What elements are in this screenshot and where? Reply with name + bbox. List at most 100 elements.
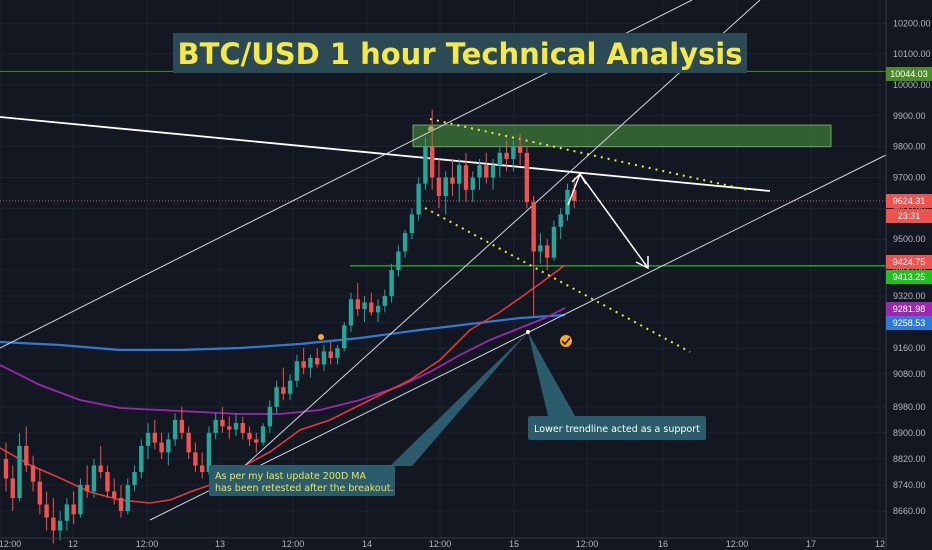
candle-body [30, 465, 36, 482]
candle-body [348, 299, 354, 326]
candle-body [139, 445, 144, 472]
candle-body [206, 432, 212, 472]
check-icon [561, 337, 571, 346]
candle-body [497, 152, 503, 166]
check-marker-icon [560, 335, 572, 347]
price-tick-label: 10000.00 [893, 80, 931, 90]
time-tick-label: 12 [68, 539, 78, 549]
resistance-zone [412, 124, 832, 148]
candle-body [71, 504, 76, 515]
candle-body [3, 458, 9, 479]
time-tick-label: 13 [215, 539, 225, 549]
candle-body [51, 517, 56, 531]
candle-body [409, 214, 415, 233]
candle-body [423, 146, 428, 184]
candle-body [477, 165, 482, 178]
candle-body [558, 214, 563, 227]
price-badge-label: 9413.25 [893, 272, 926, 282]
time-tick-label: 15 [509, 539, 519, 549]
candle-body [281, 387, 286, 394]
price-axis: 10300.0010200.0010100.0010000.009900.009… [885, 0, 932, 550]
time-tick-label: 12:00 [282, 539, 305, 549]
candle-body [159, 442, 164, 453]
inner-channel-line [239, 0, 761, 471]
price-tick-label: 9160.00 [893, 343, 926, 353]
candle-body [287, 380, 293, 394]
candle-body [37, 481, 43, 505]
price-tick-label: 9320.00 [893, 291, 926, 301]
candle-body [511, 146, 516, 159]
candle-body [457, 165, 462, 184]
candle-body [10, 478, 15, 498]
price-badge [886, 67, 932, 81]
time-tick-label: 17 [806, 539, 816, 549]
price-badge-label: 9624.31 [893, 196, 926, 206]
candle-body [470, 177, 475, 190]
time-tick-label: 12:00 [136, 539, 159, 549]
candle-body [517, 146, 523, 153]
candle-body [572, 189, 577, 201]
trendlines [0, 0, 887, 521]
annotations [318, 126, 649, 466]
candle-body [179, 419, 185, 433]
candle-body [57, 520, 63, 531]
red-ma-line [0, 264, 566, 504]
candle-body [321, 351, 327, 365]
candle-body [233, 423, 239, 430]
price-badge-label: 9281.98 [893, 304, 926, 314]
candle-body [436, 177, 442, 196]
candle-body [565, 189, 570, 215]
candle-body [375, 305, 381, 313]
price-badge [886, 302, 932, 316]
time-tick-label: 12:00 [429, 539, 452, 549]
candle-body [193, 452, 198, 466]
candle-body [166, 439, 171, 453]
time-tick-label: 14 [362, 539, 372, 549]
price-tick-label: 9700.00 [893, 172, 926, 182]
price-badge [886, 194, 932, 208]
candle-body [105, 471, 110, 492]
candle-body [294, 361, 300, 381]
price-tick-label: 9900.00 [893, 111, 926, 121]
candle-body [220, 419, 225, 427]
candle-body [64, 504, 70, 521]
candle-body [125, 484, 130, 512]
candle-body [504, 152, 509, 159]
candle-body [524, 152, 530, 203]
support-touch-point [526, 330, 530, 334]
candle-body [301, 361, 306, 368]
candle-body [342, 325, 347, 349]
candle-body [429, 146, 435, 178]
price-tick-label: 9800.00 [893, 142, 926, 152]
lower-trendline-support [149, 154, 887, 521]
candle-body [443, 177, 448, 196]
time-tick-label: 12:00 [726, 539, 749, 549]
candle-body [78, 484, 83, 515]
candle-body [362, 302, 367, 310]
anchor-point [428, 126, 434, 132]
candle-body [538, 245, 543, 252]
candle-body [355, 299, 360, 310]
price-tick-label: 10200.00 [893, 18, 931, 28]
projection-up-arrowhead [571, 172, 587, 185]
candle-body [308, 357, 313, 368]
candle-body [17, 445, 22, 498]
horizontal-levels [0, 70, 886, 267]
candle-body [172, 419, 178, 440]
candle-body [335, 348, 340, 358]
candle-body [544, 245, 550, 258]
price-tick-label: 9400.00 [893, 265, 926, 275]
candle-body [199, 465, 205, 472]
candle-body [247, 432, 252, 440]
price-badge-label: 10044.03 [890, 69, 928, 79]
candle-body [389, 269, 394, 297]
price-tick-label: 8660.00 [893, 506, 926, 516]
candle-body [84, 484, 90, 492]
candle-body [463, 165, 469, 190]
price-tick-label: 8900.00 [893, 428, 926, 438]
price-tick-label: 9600.00 [893, 203, 926, 213]
moving-averages [0, 264, 566, 504]
ma-note-pointer [390, 332, 528, 466]
